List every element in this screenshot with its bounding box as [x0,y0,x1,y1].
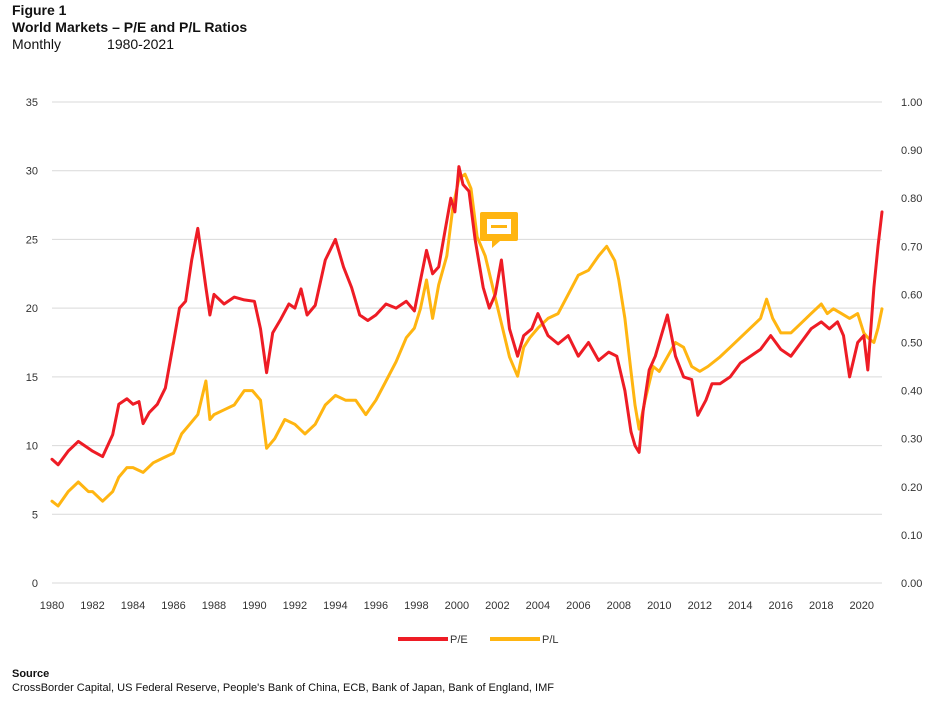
x-axis-ticks: 1980 1982 1984 1986 1988 1990 1992 1994 1996 1998… [40,600,874,612]
left-y-axis-ticks: 0 5 10 15 20 25 30 35 [26,97,38,590]
series-lines [50,165,884,508]
x-tick-label: 1982 [80,600,104,612]
source-note: Source CrossBorder Capital, US Federal R… [12,667,554,695]
x-tick-label: 2000 [445,600,469,612]
gridlines [52,101,882,584]
source-text: CrossBorder Capital, US Federal Reserve,… [12,682,554,694]
x-tick-label: 1990 [242,600,266,612]
legend-pl-label: P/L [542,634,559,646]
right-y-tick-label: 0.20 [901,482,922,494]
figure-label: Figure 1 [12,2,67,18]
x-tick-label: 1996 [364,600,388,612]
x-tick-label: 2002 [485,600,509,612]
x-tick-label: 2016 [769,600,793,612]
x-tick-label: 2014 [728,600,752,612]
legend-pe-label: P/E [450,634,468,646]
left-y-tick-label: 20 [26,303,38,315]
pl-series-line [50,172,884,508]
left-y-tick-label: 35 [26,97,38,109]
right-y-tick-label: 0.50 [901,338,922,350]
left-y-tick-label: 25 [26,234,38,246]
x-tick-label: 1984 [121,600,145,612]
x-tick-label: 1986 [161,600,185,612]
x-tick-label: 2004 [526,600,550,612]
x-tick-label: 2010 [647,600,671,612]
x-tick-label: 2012 [688,600,712,612]
x-tick-label: 2006 [566,600,590,612]
right-y-tick-label: 0.00 [901,578,922,590]
right-y-axis-ticks: 0.00 0.10 0.20 0.30 0.40 0.50 0.60 0.70 0.80 0.90… [901,97,922,590]
left-y-tick-label: 5 [32,509,38,521]
right-y-tick-label: 0.10 [901,530,922,542]
right-y-tick-label: 0.90 [901,145,922,157]
right-y-tick-label: 0.60 [901,289,922,301]
x-tick-label: 1988 [202,600,226,612]
right-y-tick-label: 0.70 [901,241,922,253]
right-y-tick-label: 0.40 [901,386,922,398]
x-tick-label: 1992 [283,600,307,612]
source-label: Source [12,668,50,680]
chart-legend: P/E P/L [398,634,559,646]
x-tick-label: 2020 [850,600,874,612]
left-y-tick-label: 15 [26,372,38,384]
left-y-tick-label: 30 [26,166,38,178]
x-tick-label: 1998 [404,600,428,612]
x-tick-label: 1994 [323,600,347,612]
comment-annotation-icon[interactable] [480,212,518,248]
right-y-tick-label: 1.00 [901,97,922,109]
pe-series-line [50,165,884,467]
right-y-tick-label: 0.80 [901,193,922,205]
left-y-tick-label: 0 [32,578,38,590]
period-label: 1980-2021 [107,36,174,52]
x-tick-label: 2008 [607,600,631,612]
right-y-tick-label: 0.30 [901,434,922,446]
frequency-label: Monthly [12,36,62,52]
x-tick-label: 1980 [40,600,64,612]
chart-subtitle: Monthly 1980-2021 [12,36,247,53]
chart-header: Figure 1 World Markets – P/E and P/L Rat… [12,2,247,53]
x-tick-label: 2018 [809,600,833,612]
left-y-tick-label: 10 [26,441,38,453]
chart-title: World Markets – P/E and P/L Ratios [12,19,248,35]
